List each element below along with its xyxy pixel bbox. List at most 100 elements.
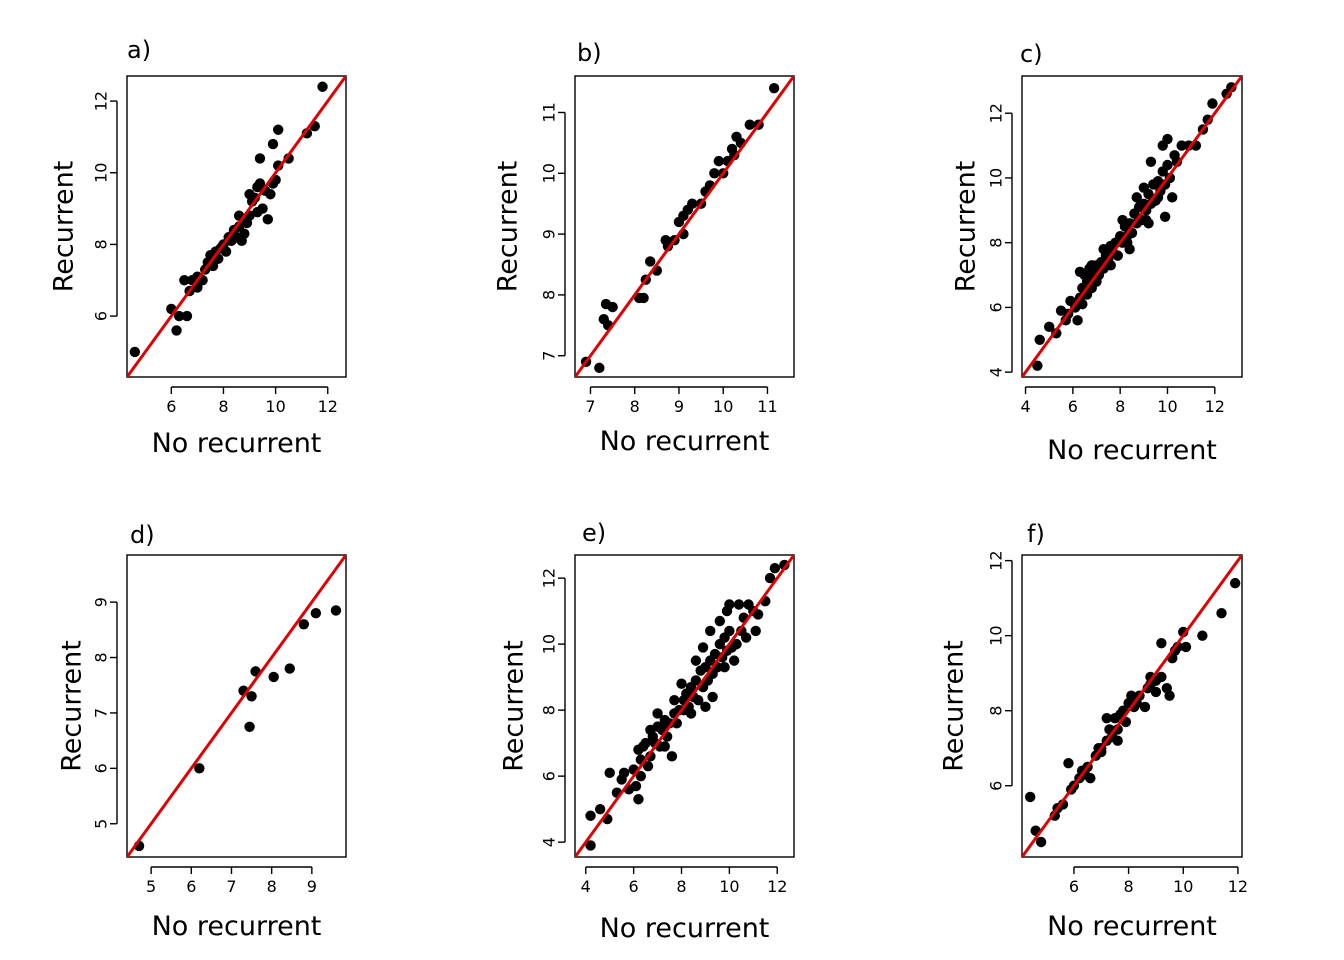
data-point: [769, 563, 781, 574]
y-tick-label: 10: [987, 168, 1006, 188]
y-tick-label: 8: [540, 705, 559, 715]
y-axis-title: Recurrent: [493, 161, 524, 293]
data-point: [1167, 192, 1178, 203]
data-point: [750, 625, 761, 637]
x-tick-label: 6: [166, 397, 176, 416]
data-point: [1207, 98, 1218, 109]
data-point: [1150, 686, 1162, 698]
points-group: [133, 605, 342, 852]
y-tick-label: 4: [540, 837, 559, 847]
panel-label: e): [582, 519, 606, 547]
x-tick-label: 8: [676, 877, 686, 896]
plot-frame: [126, 554, 347, 858]
data-point: [1156, 637, 1167, 649]
x-tick-label: 10: [265, 397, 285, 416]
data-point: [642, 761, 654, 772]
panel-2: 7 8 9 10 11 7 8 9 10 11 No recurrent Recurrent b): [493, 39, 795, 457]
data-point: [301, 128, 313, 139]
data-point: [707, 691, 718, 703]
data-point: [693, 695, 704, 706]
data-point: [697, 642, 709, 653]
y-tick-label: 12: [540, 568, 559, 588]
data-point: [659, 741, 670, 752]
y-axis-title: Recurrent: [939, 640, 970, 772]
data-point: [298, 619, 310, 630]
data-point: [633, 794, 644, 805]
y-axis-title: Recurrent: [57, 640, 88, 772]
y-tick-label: 12: [987, 103, 1006, 123]
x-axis-title: No recurrent: [600, 913, 770, 944]
y-tick-label: 10: [92, 163, 111, 183]
panel-label: a): [127, 36, 151, 64]
y-tick-label: 5: [92, 819, 111, 829]
data-point: [666, 751, 678, 762]
data-point: [265, 189, 276, 200]
data-point: [768, 82, 780, 94]
y-tick-label: 8: [987, 706, 1006, 716]
panel-4: 5 6 7 8 9 5 6 7 8 9 No recurrent Recurrent d): [57, 521, 347, 942]
x-tick-label: 8: [267, 877, 277, 896]
y-tick-label: 7: [92, 708, 111, 718]
data-point: [709, 168, 720, 179]
x-tick-label: 10: [719, 877, 739, 896]
x-axis-title: No recurrent: [152, 911, 322, 942]
data-point: [1101, 712, 1112, 724]
data-point: [1126, 690, 1137, 701]
y-tick-label: 9: [92, 597, 111, 607]
data-point: [690, 655, 702, 666]
y-tick-label: 10: [540, 163, 559, 183]
x-tick-label: 7: [226, 877, 236, 896]
data-point: [273, 124, 284, 135]
x-tick-label: 9: [674, 397, 684, 416]
data-point: [254, 153, 266, 164]
plot-frame: [126, 75, 347, 378]
data-point: [1164, 690, 1175, 701]
plot-frame: [574, 554, 795, 858]
data-point: [257, 203, 268, 214]
data-point: [640, 737, 651, 749]
y-tick-label: 4: [987, 367, 1006, 377]
data-point: [740, 632, 752, 643]
y-tick-label: 6: [987, 781, 1006, 791]
data-point: [1024, 791, 1036, 803]
panel-6: 6 8 10 12 6 8 10 12 No recurrent Recurrent f): [939, 520, 1249, 942]
data-point: [173, 310, 185, 322]
data-point: [267, 138, 279, 150]
data-point: [246, 691, 257, 702]
x-tick-label: 6: [1068, 397, 1078, 416]
data-point: [268, 671, 279, 683]
y-tick-label: 6: [987, 302, 1006, 312]
data-point: [220, 246, 232, 257]
x-tick-label: 8: [630, 397, 640, 416]
panel-label: d): [130, 521, 155, 549]
data-point: [244, 721, 255, 732]
identity-line: [575, 76, 794, 377]
y-tick-label: 6: [92, 763, 111, 773]
data-point: [604, 767, 615, 779]
data-point: [594, 362, 605, 374]
data-point: [1162, 133, 1173, 145]
plot-frame: [1021, 75, 1243, 378]
x-tick-label: 11: [757, 397, 777, 416]
data-point: [1229, 577, 1241, 589]
identity-line: [575, 555, 794, 857]
data-point: [645, 724, 656, 736]
data-point: [752, 609, 764, 620]
y-tick-label: 11: [540, 102, 559, 122]
data-point: [635, 770, 647, 782]
identity-line: [1022, 555, 1242, 857]
x-tick-label: 5: [146, 877, 156, 896]
y-tick-label: 9: [540, 229, 559, 239]
data-point: [1063, 758, 1074, 769]
identity-line: [1022, 76, 1242, 377]
data-point: [1077, 298, 1088, 310]
x-tick-label: 9: [307, 877, 317, 896]
x-tick-label: 12: [767, 877, 787, 896]
data-point: [676, 678, 687, 689]
data-point: [724, 599, 735, 610]
data-point: [764, 572, 776, 584]
data-point: [728, 655, 740, 666]
data-point: [690, 675, 702, 686]
data-point: [618, 767, 630, 779]
data-point: [273, 160, 284, 171]
